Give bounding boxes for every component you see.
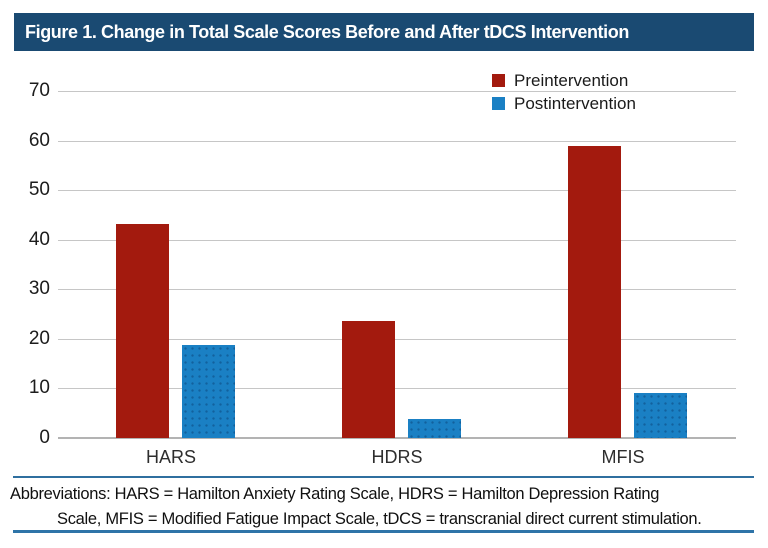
- y-tick-label-70: 70: [28, 80, 50, 101]
- bar-preintervention-hdrs: [342, 320, 395, 438]
- figure-bottom-border: [13, 530, 754, 533]
- x-axis-baseline: [58, 437, 736, 439]
- footnote-line-2: Scale, MFIS = Modified Fatigue Impact Sc…: [57, 510, 702, 528]
- bar-postintervention-hdrs: [408, 418, 461, 438]
- y-tick-label-20: 20: [28, 327, 50, 349]
- y-tick-label-10: 10: [28, 377, 50, 399]
- gridline-40: [58, 239, 736, 241]
- y-tick-label-50: 50: [28, 179, 50, 201]
- y-tick-label-0: 0: [39, 427, 50, 448]
- gridline-70: [58, 91, 736, 92]
- gridline-10: [58, 388, 736, 390]
- legend-swatch-preintervention-icon: [492, 74, 505, 87]
- bar-preintervention-hars: [116, 223, 169, 438]
- gridline-50: [58, 190, 736, 192]
- y-tick-label-30: 30: [28, 278, 50, 300]
- legend-row-preintervention: Preintervention: [492, 69, 636, 92]
- legend-swatch-postintervention-icon: [492, 97, 505, 110]
- chart-legend: Preintervention Postintervention: [492, 69, 636, 115]
- bar-postintervention-mfis: [634, 393, 687, 438]
- footnote-line-1: Abbreviations: HARS = Hamilton Anxiety R…: [10, 485, 660, 503]
- footnote-divider-line: [13, 476, 754, 478]
- y-tick-label-40: 40: [28, 228, 50, 250]
- gridline-30: [58, 289, 736, 291]
- y-tick-label-60: 60: [28, 129, 50, 151]
- figure-title: Figure 1. Change in Total Scale Scores B…: [25, 21, 629, 42]
- gridline-20: [58, 338, 736, 340]
- bar-chart: 0 10 20 30 40 50 60 70 HARS HDRS MFIS Preinterven…: [0, 55, 768, 475]
- x-category-label-hars: HARS: [145, 447, 196, 467]
- gridline-60: [58, 140, 736, 142]
- x-category-label-mfis: MFIS: [601, 447, 645, 467]
- legend-label-postintervention: Postintervention: [514, 93, 636, 113]
- bar-postintervention-hars: [182, 344, 235, 438]
- plot-area: [58, 91, 736, 439]
- figure-title-bar: Figure 1. Change in Total Scale Scores B…: [14, 13, 754, 51]
- x-category-label-hdrs: HDRS: [371, 447, 423, 467]
- legend-row-postintervention: Postintervention: [492, 92, 636, 115]
- abbreviations-text: Abbreviations: HARS = Hamilton Anxiety R…: [10, 482, 760, 532]
- legend-label-preintervention: Preintervention: [514, 70, 629, 90]
- bar-preintervention-mfis: [568, 146, 621, 438]
